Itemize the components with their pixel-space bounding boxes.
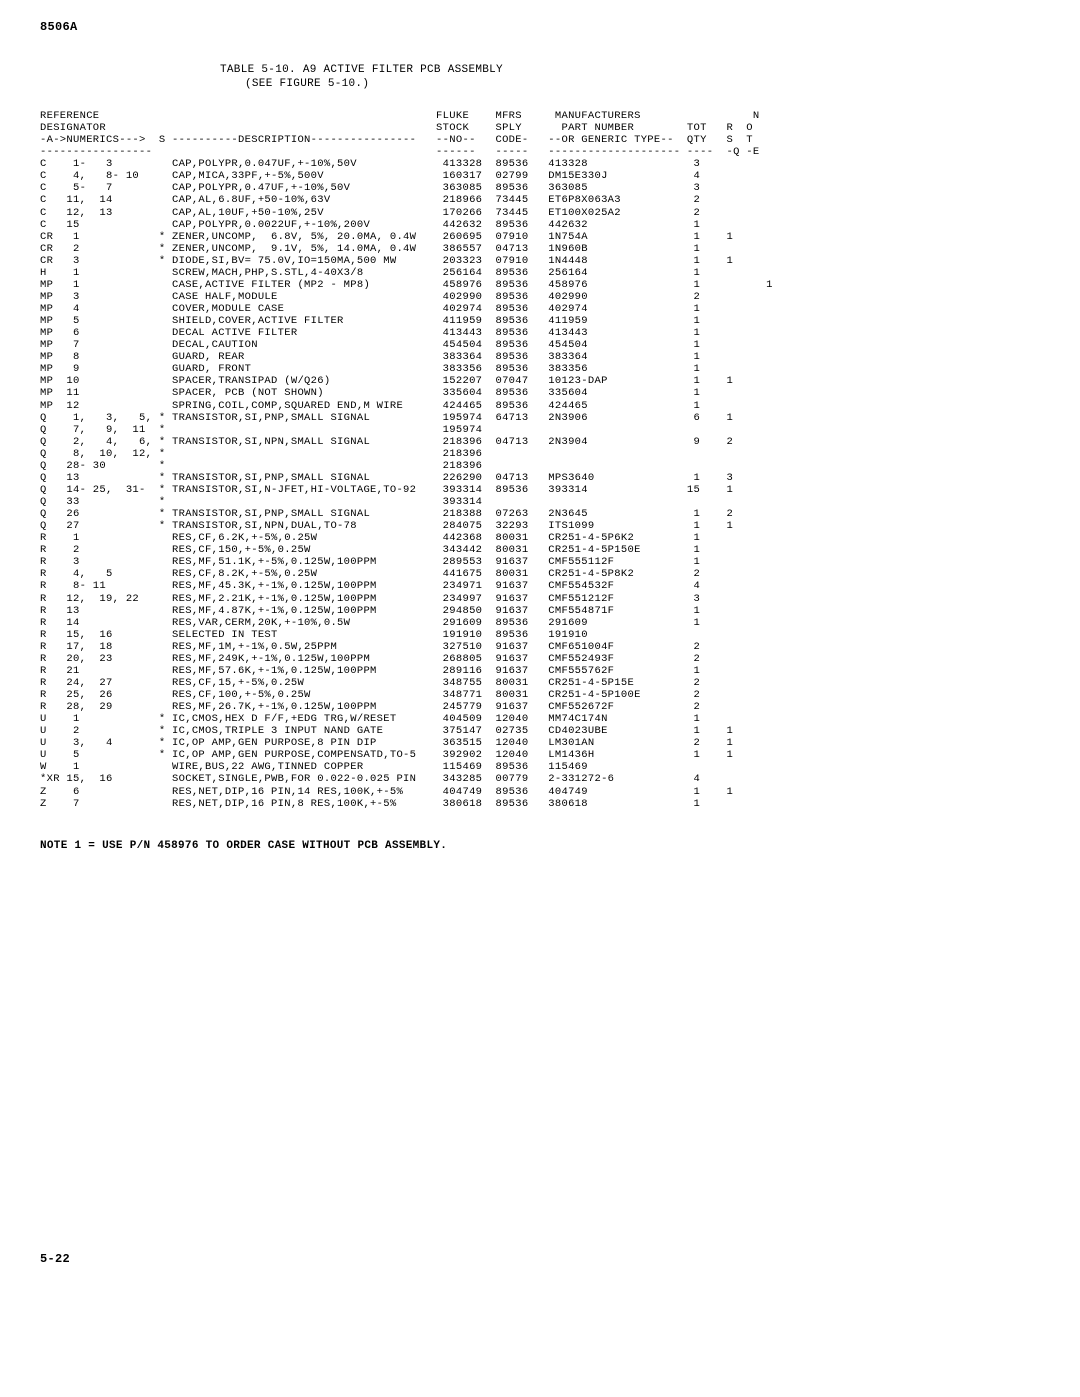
table-row: C 15 CAP,POLYPR,0.0022UF,+-10%,200V 4426… — [40, 219, 1040, 231]
table-row: R 15, 16 SELECTED IN TEST 191910 89536 1… — [40, 629, 1040, 641]
table-row: Z 6 RES,NET,DIP,16 PIN,14 RES,100K,+-5% … — [40, 786, 1040, 798]
table-row: C 11, 14 CAP,AL,6.8UF,+50-10%,63V 218966… — [40, 194, 1040, 206]
table-row: Q 27 * TRANSISTOR,SI,NPN,DUAL,TO-78 2840… — [40, 520, 1040, 532]
table-row: R 1 RES,CF,6.2K,+-5%,0.25W 442368 80031 … — [40, 532, 1040, 544]
header-row-2: DESIGNATOR STOCK SPLY PART NUMBER TOT R … — [40, 122, 1040, 134]
table-row: Q 1, 3, 5, * TRANSISTOR,SI,PNP,SMALL SIG… — [40, 412, 1040, 424]
table-row: Q 14- 25, 31- * TRANSISTOR,SI,N-JFET,HI-… — [40, 484, 1040, 496]
table-row: Q 26 * TRANSISTOR,SI,PNP,SMALL SIGNAL 21… — [40, 508, 1040, 520]
table-row: Q 28- 30 * 218396 — [40, 460, 1040, 472]
footnote: NOTE 1 = USE P/N 458976 TO ORDER CASE WI… — [40, 840, 1040, 852]
table-row: U 2 * IC,CMOS,TRIPLE 3 INPUT NAND GATE 3… — [40, 725, 1040, 737]
table-row: MP 8 GUARD, REAR 383364 89536 383364 1 — [40, 351, 1040, 363]
table-row: R 13 RES,MF,4.87K,+-1%,0.125W,100PPM 294… — [40, 605, 1040, 617]
table-row: MP 1 CASE,ACTIVE FILTER (MP2 - MP8) 4589… — [40, 279, 1040, 291]
table-row: Z 7 RES,NET,DIP,16 PIN,8 RES,100K,+-5% 3… — [40, 798, 1040, 810]
table-row: MP 5 SHIELD,COVER,ACTIVE FILTER 411959 8… — [40, 315, 1040, 327]
table-row: Q 13 * TRANSISTOR,SI,PNP,SMALL SIGNAL 22… — [40, 472, 1040, 484]
table-row: U 3, 4 * IC,OP AMP,GEN PURPOSE,8 PIN DIP… — [40, 737, 1040, 749]
table-row: R 24, 27 RES,CF,15,+-5%,0.25W 348755 800… — [40, 677, 1040, 689]
table-row: R 17, 18 RES,MF,1M,+-1%,0.5W,25PPM 32751… — [40, 641, 1040, 653]
table-row: C 1- 3 CAP,POLYPR,0.047UF,+-10%,50V 4133… — [40, 158, 1040, 170]
table-row: MP 10 SPACER,TRANSIPAD (W/Q26) 152207 07… — [40, 375, 1040, 387]
table-row: R 2 RES,CF,150,+-5%,0.25W 343442 80031 C… — [40, 544, 1040, 556]
table-row: R 12, 19, 22 RES,MF,2.21K,+-1%,0.125W,10… — [40, 593, 1040, 605]
table-row: R 20, 23 RES,MF,249K,+-1%,0.125W,100PPM … — [40, 653, 1040, 665]
table-row: MP 3 CASE HALF,MODULE 402990 89536 40299… — [40, 291, 1040, 303]
table-row: R 28, 29 RES,MF,26.7K,+-1%,0.125W,100PPM… — [40, 701, 1040, 713]
table-row: R 25, 26 RES,CF,100,+-5%,0.25W 348771 80… — [40, 689, 1040, 701]
model-number: 8506A — [40, 20, 1040, 34]
table-row: R 21 RES,MF,57.6K,+-1%,0.125W,100PPM 289… — [40, 665, 1040, 677]
table-row: U 5 * IC,OP AMP,GEN PURPOSE,COMPENSATD,T… — [40, 749, 1040, 761]
table-row: R 8- 11 RES,MF,45.3K,+-1%,0.125W,100PPM … — [40, 580, 1040, 592]
table-title-2: (SEE FIGURE 5-10.) — [245, 78, 1040, 90]
table-row: W 1 WIRE,BUS,22 AWG,TINNED COPPER 115469… — [40, 761, 1040, 773]
table-row: Q 7, 9, 11 * 195974 — [40, 424, 1040, 436]
table-row: CR 3 * DIODE,SI,BV= 75.0V,IO=150MA,500 M… — [40, 255, 1040, 267]
table-row: R 14 RES,VAR,CERM,20K,+-10%,0.5W 291609 … — [40, 617, 1040, 629]
table-row: MP 7 DECAL,CAUTION 454504 89536 454504 1 — [40, 339, 1040, 351]
parts-table: C 1- 3 CAP,POLYPR,0.047UF,+-10%,50V 4133… — [40, 158, 1040, 809]
table-row: MP 6 DECAL ACTIVE FILTER 413443 89536 41… — [40, 327, 1040, 339]
header-row-1: REFERENCE FLUKE MFRS MANUFACTURERS N — [40, 110, 1040, 122]
table-row: *XR 15, 16 SOCKET,SINGLE,PWB,FOR 0.022-0… — [40, 773, 1040, 785]
table-row: C 4, 8- 10 CAP,MICA,33PF,+-5%,500V 16031… — [40, 170, 1040, 182]
table-row: Q 33 * 393314 — [40, 496, 1040, 508]
header-row-3: -A->NUMERICS---> S ----------DESCRIPTION… — [40, 134, 1040, 146]
table-row: CR 1 * ZENER,UNCOMP, 6.8V, 5%, 20.0MA, 0… — [40, 231, 1040, 243]
table-row: CR 2 * ZENER,UNCOMP, 9.1V, 5%, 14.0MA, 0… — [40, 243, 1040, 255]
table-row: U 1 * IC,CMOS,HEX D F/F,+EDG TRG,W/RESET… — [40, 713, 1040, 725]
table-row: R 4, 5 RES,CF,8.2K,+-5%,0.25W 441675 800… — [40, 568, 1040, 580]
table-title-1: TABLE 5-10. A9 ACTIVE FILTER PCB ASSEMBL… — [220, 64, 1040, 76]
table-row: R 3 RES,MF,51.1K,+-5%,0.125W,100PPM 2895… — [40, 556, 1040, 568]
page-number: 5-22 — [40, 1252, 1040, 1266]
table-row: MP 4 COVER,MODULE CASE 402974 89536 4029… — [40, 303, 1040, 315]
table-row: MP 11 SPACER, PCB (NOT SHOWN) 335604 895… — [40, 387, 1040, 399]
table-row: MP 9 GUARD, FRONT 383356 89536 383356 1 — [40, 363, 1040, 375]
table-row: C 5- 7 CAP,POLYPR,0.47UF,+-10%,50V 36308… — [40, 182, 1040, 194]
table-row: H 1 SCREW,MACH,PHP,S.STL,4-40X3/8 256164… — [40, 267, 1040, 279]
header-divider: ----------------- ------ ----- ---------… — [40, 146, 1040, 158]
table-row: MP 12 SPRING,COIL,COMP,SQUARED END,M WIR… — [40, 400, 1040, 412]
table-row: C 12, 13 CAP,AL,10UF,+50-10%,25V 170266 … — [40, 207, 1040, 219]
table-row: Q 8, 10, 12, * 218396 — [40, 448, 1040, 460]
table-row: Q 2, 4, 6, * TRANSISTOR,SI,NPN,SMALL SIG… — [40, 436, 1040, 448]
